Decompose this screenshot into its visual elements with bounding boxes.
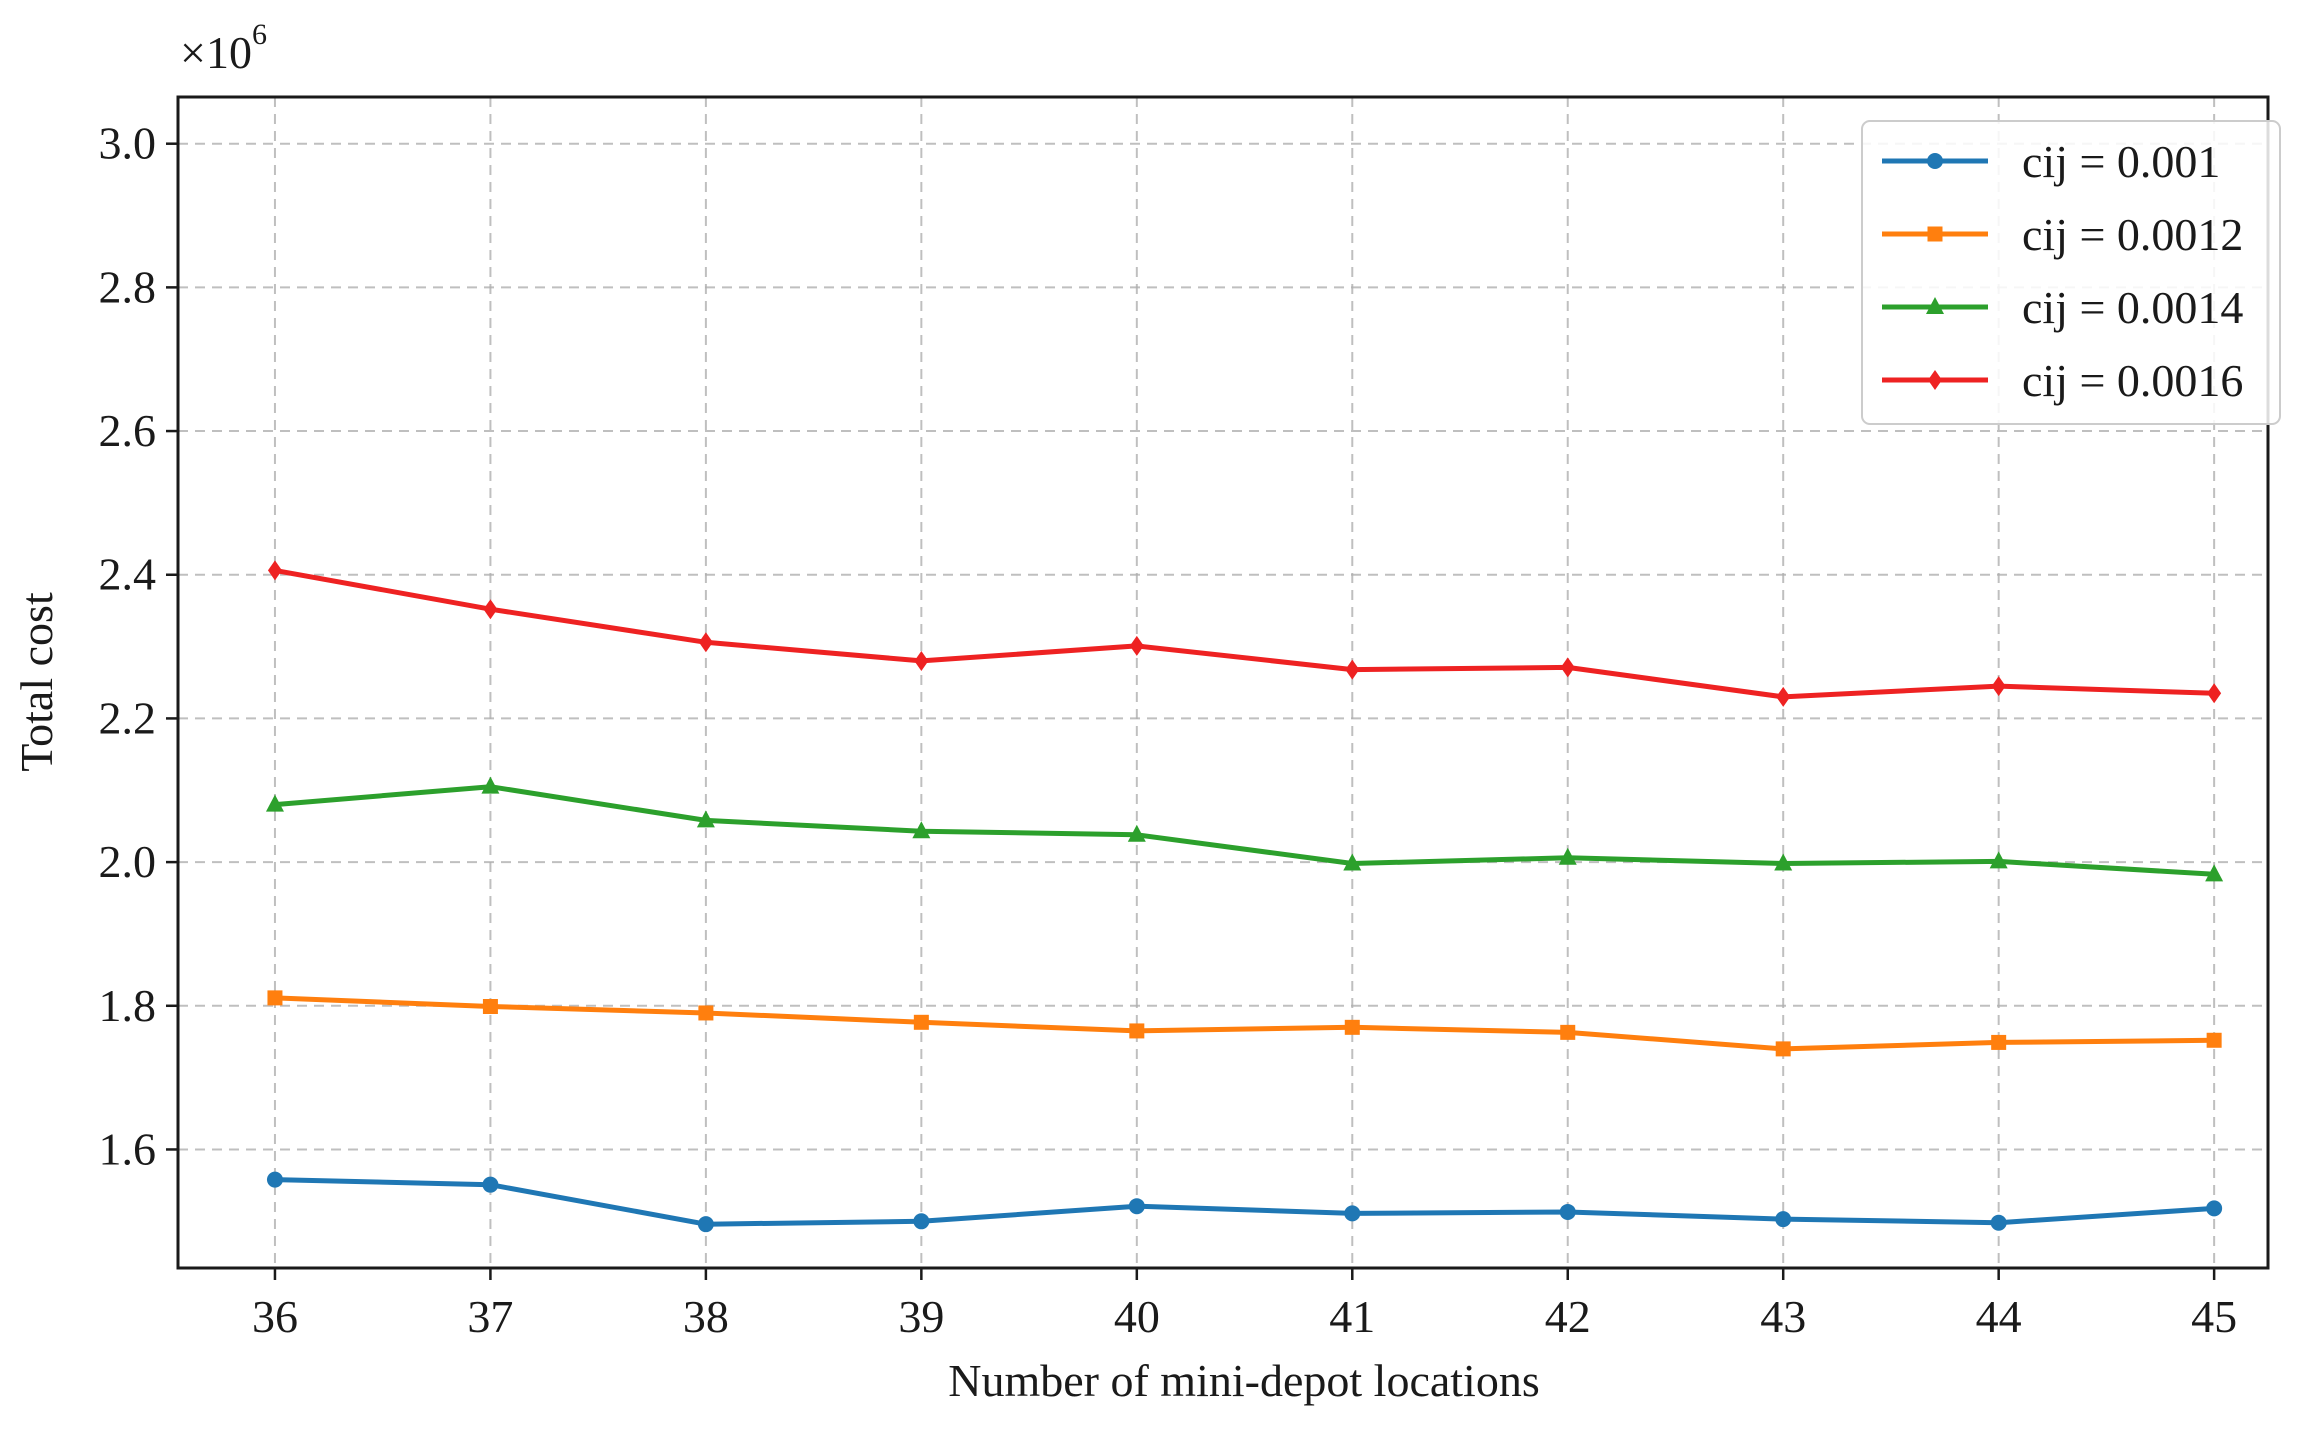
data-point xyxy=(698,632,713,653)
x-tick-label: 38 xyxy=(683,1291,729,1342)
y-axis-label: Total cost xyxy=(11,592,62,772)
legend-label: cij = 0.001 xyxy=(2022,136,2220,187)
data-point xyxy=(698,1005,714,1021)
x-tick-label: 36 xyxy=(252,1291,298,1342)
legend-label: cij = 0.0012 xyxy=(2022,209,2243,260)
x-tick-label: 42 xyxy=(1545,1291,1591,1342)
series-1 xyxy=(266,1171,2223,1233)
x-axis-label: Number of mini-depot locations xyxy=(948,1355,1540,1406)
data-point xyxy=(697,1216,714,1233)
series-4 xyxy=(267,560,2222,707)
data-point xyxy=(1559,1203,1576,1220)
x-tick-label: 41 xyxy=(1329,1291,1375,1342)
data-point xyxy=(1991,1034,2007,1050)
legend-entries: cij = 0.001 cij = 0.0012 cij = 0.0014 cij =… xyxy=(1882,136,2243,406)
plot-frame xyxy=(176,95,2270,1270)
x-tick-label: 44 xyxy=(1976,1291,2022,1342)
data-point xyxy=(483,599,498,620)
data-point xyxy=(1129,1023,1145,1039)
legend-box xyxy=(1861,120,2281,425)
legend-entry: cij = 0.0014 xyxy=(1882,282,2243,333)
x-tick-label: 43 xyxy=(1760,1291,1806,1342)
y-tick-label: 3.0 xyxy=(99,118,157,169)
legend-entry: cij = 0.0016 xyxy=(1882,355,2243,406)
y-tick-label: 2.4 xyxy=(99,549,157,600)
data-point xyxy=(1345,659,1360,680)
data-point xyxy=(267,560,282,581)
data-point xyxy=(481,776,500,794)
data-point xyxy=(1776,686,1791,707)
y-tick-label: 2.6 xyxy=(99,405,157,456)
data-point xyxy=(1560,657,1575,678)
legend-marker xyxy=(1927,153,1943,169)
data-point xyxy=(1775,1041,1791,1057)
y-scale-prefix: ×10 xyxy=(180,27,252,78)
y-tick-label: 1.6 xyxy=(99,1123,157,1174)
y-tick-label: 1.8 xyxy=(99,980,157,1031)
series-2 xyxy=(267,990,2222,1057)
y-scale-exponent-label: ×106 xyxy=(180,18,267,78)
y-axis-ticks: 1.6 1.8 2.0 2.2 2.4 2.6 2.8 3.0 xyxy=(99,118,178,1174)
data-point xyxy=(1558,847,1577,865)
data-point xyxy=(482,999,498,1015)
series-line xyxy=(272,1177,2217,1227)
data-point xyxy=(913,1213,930,1230)
data-point xyxy=(1989,851,2008,869)
y-tick-label: 2.0 xyxy=(99,836,157,887)
data-point xyxy=(267,990,283,1006)
series-line xyxy=(272,784,2217,877)
legend: cij = 0.001 cij = 0.0012 cij = 0.0014 cij =… xyxy=(1861,120,2281,425)
series-3 xyxy=(265,776,2224,882)
x-tick-label: 45 xyxy=(2191,1291,2237,1342)
x-tick-label: 40 xyxy=(1114,1291,1160,1342)
series-layer xyxy=(265,560,2224,1233)
data-point xyxy=(914,650,929,671)
y-scale-exponent: 6 xyxy=(252,18,267,51)
legend-marker xyxy=(1928,370,1942,390)
data-point xyxy=(912,821,931,839)
series-line xyxy=(272,995,2217,1052)
data-point xyxy=(265,794,284,812)
data-point xyxy=(1344,1019,1360,1035)
data-point xyxy=(1128,1198,1145,1215)
legend-entry: cij = 0.001 xyxy=(1882,136,2220,187)
data-point xyxy=(696,810,715,828)
y-tick-label: 2.2 xyxy=(99,692,157,743)
data-point xyxy=(1990,1214,2007,1231)
data-point xyxy=(1775,1211,1792,1228)
legend-entry: cij = 0.0012 xyxy=(1882,209,2243,260)
data-point xyxy=(1127,824,1146,842)
legend-marker xyxy=(1926,297,1944,314)
data-point xyxy=(1344,1205,1361,1222)
x-tick-label: 39 xyxy=(898,1291,944,1342)
series-line xyxy=(272,567,2217,700)
legend-label: cij = 0.0016 xyxy=(2022,355,2243,406)
data-point xyxy=(913,1014,929,1030)
data-point xyxy=(482,1176,499,1193)
data-point xyxy=(1343,853,1362,871)
grid-lines xyxy=(178,97,2268,1268)
data-point xyxy=(2206,1200,2223,1217)
legend-marker xyxy=(1927,226,1943,242)
data-point xyxy=(2207,683,2222,704)
data-point xyxy=(1560,1024,1576,1040)
data-point xyxy=(2205,864,2224,882)
data-point xyxy=(1129,635,1144,656)
data-point xyxy=(1991,676,2006,697)
y-tick-label: 2.8 xyxy=(99,261,157,312)
x-axis-ticks: 36 37 38 39 40 41 42 43 44 45 xyxy=(252,1268,2237,1342)
data-point xyxy=(266,1171,283,1188)
data-point xyxy=(2206,1032,2222,1048)
legend-label: cij = 0.0014 xyxy=(2022,282,2243,333)
x-tick-label: 37 xyxy=(467,1291,513,1342)
data-point xyxy=(1774,853,1793,871)
